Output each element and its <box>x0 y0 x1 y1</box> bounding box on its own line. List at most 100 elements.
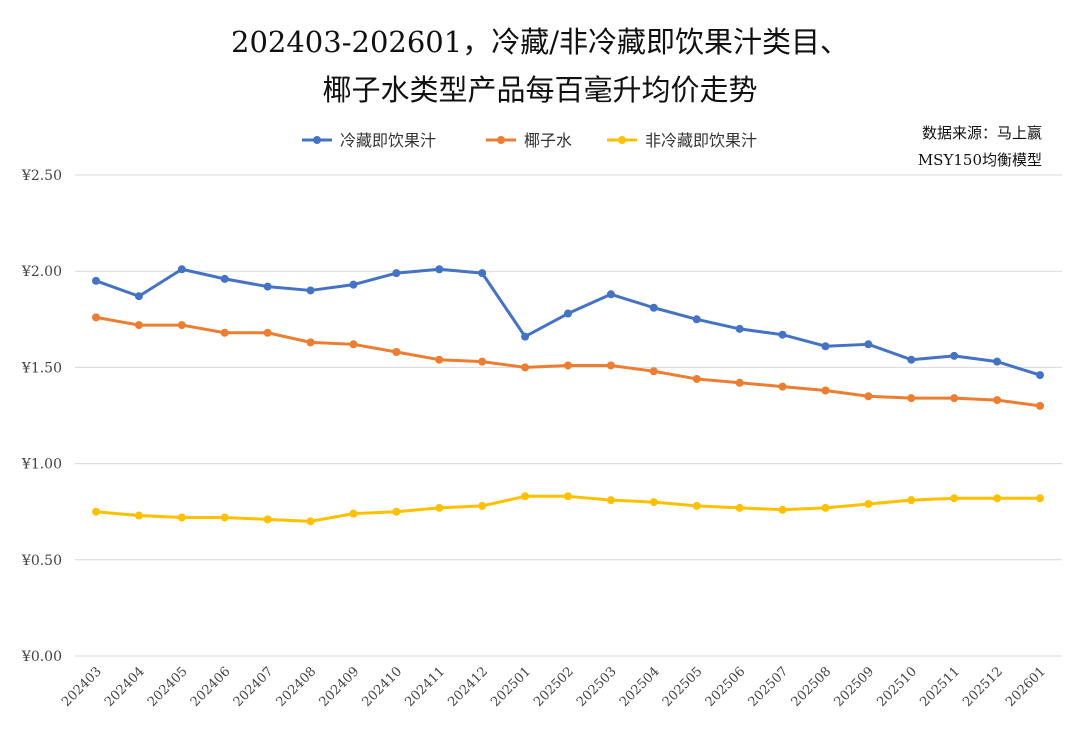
data-point <box>778 382 787 391</box>
data-point <box>1036 401 1044 410</box>
data-point <box>735 378 744 387</box>
data-point <box>649 303 658 312</box>
x-tick-label: 202509 <box>831 664 877 710</box>
data-point <box>692 315 701 324</box>
data-point <box>649 498 658 507</box>
data-point <box>1036 371 1044 380</box>
data-point <box>778 330 787 339</box>
y-tick-label: ¥1.50 <box>21 360 62 376</box>
data-point <box>392 507 401 516</box>
data-point <box>606 290 615 299</box>
x-tick-label: 202411 <box>402 664 448 710</box>
data-point <box>778 505 787 514</box>
x-tick-label: 202511 <box>917 664 963 710</box>
data-point <box>306 338 315 347</box>
x-tick-label: 202405 <box>145 664 191 710</box>
data-point <box>907 496 916 505</box>
x-tick-label: 202502 <box>531 664 577 710</box>
data-point <box>263 282 272 291</box>
data-point <box>177 321 186 330</box>
data-point <box>392 269 401 278</box>
data-point <box>134 321 143 330</box>
data-point <box>606 361 615 370</box>
data-point <box>349 280 358 289</box>
data-point <box>349 340 358 349</box>
data-point <box>263 515 272 524</box>
data-point <box>435 355 444 364</box>
x-tick-label: 202601 <box>1003 664 1049 710</box>
data-point <box>521 332 530 341</box>
data-point <box>92 276 100 285</box>
y-tick-label: ¥0.00 <box>21 649 62 665</box>
data-point <box>735 324 744 333</box>
data-point <box>478 269 487 278</box>
data-point <box>349 509 358 518</box>
x-tick-label: 202504 <box>617 664 663 710</box>
x-tick-label: 202503 <box>574 664 620 710</box>
data-point <box>993 396 1002 405</box>
data-point <box>821 503 830 512</box>
title-line-1: 202403-202601，冷藏/非冷藏即饮果汁类目、 <box>231 25 849 59</box>
data-point <box>649 367 658 376</box>
data-point <box>306 517 315 526</box>
y-tick-label: ¥0.50 <box>21 553 62 569</box>
x-tick-label: 202408 <box>274 664 320 710</box>
legend-label: 椰子水 <box>524 131 572 150</box>
legend-label: 冷藏即饮果汁 <box>340 131 436 150</box>
data-point <box>864 500 873 509</box>
x-tick-label: 202501 <box>488 664 534 710</box>
x-tick-label: 202510 <box>874 664 920 710</box>
y-tick-label: ¥2.50 <box>21 168 62 184</box>
legend-marker <box>497 136 505 144</box>
chart-title: 202403-202601，冷藏/非冷藏即饮果汁类目、 椰子水类型产品每百毫升均… <box>0 18 1080 114</box>
source-note-line-1: 数据来源：马上赢 <box>921 124 1042 142</box>
data-point <box>177 265 186 274</box>
x-tick-label: 202505 <box>660 664 706 710</box>
data-point <box>692 374 701 383</box>
data-point <box>821 342 830 351</box>
source-note: 数据来源：马上赢 MSY150均衡模型 <box>918 120 1042 174</box>
x-tick-label: 202506 <box>703 664 749 710</box>
title-line-2: 椰子水类型产品每百毫升均价走势 <box>322 73 758 107</box>
data-point <box>134 292 143 301</box>
x-tick-label: 202407 <box>231 664 277 710</box>
x-tick-label: 202410 <box>359 664 405 710</box>
x-tick-label: 202512 <box>960 664 1006 710</box>
data-point <box>692 501 701 510</box>
data-point <box>564 492 572 501</box>
y-tick-label: ¥2.00 <box>21 264 62 280</box>
data-point <box>606 496 615 505</box>
data-point <box>478 501 487 510</box>
data-point <box>907 394 916 403</box>
data-point <box>564 361 572 370</box>
source-note-line-2: MSY150均衡模型 <box>917 151 1042 169</box>
legend-label: 非冷藏即饮果汁 <box>645 131 757 150</box>
data-point <box>821 386 830 395</box>
data-point <box>864 392 873 401</box>
data-point <box>92 313 100 322</box>
data-point <box>220 513 229 522</box>
data-point <box>950 351 959 360</box>
y-tick-label: ¥1.00 <box>21 457 62 473</box>
x-tick-label: 202403 <box>59 664 105 710</box>
data-point <box>134 511 143 520</box>
x-tick-label: 202406 <box>188 664 234 710</box>
series-line <box>95 267 1041 377</box>
data-point <box>864 340 873 349</box>
x-tick-label: 202412 <box>445 664 491 710</box>
data-point <box>478 357 487 366</box>
x-tick-label: 202404 <box>102 664 148 710</box>
x-tick-label: 202507 <box>746 664 792 710</box>
data-point <box>263 328 272 337</box>
x-tick-label: 202409 <box>317 664 363 710</box>
data-point <box>306 286 315 295</box>
data-point <box>92 507 100 516</box>
data-point <box>950 494 959 503</box>
data-point <box>950 394 959 403</box>
x-tick-label: 202508 <box>789 664 835 710</box>
data-point <box>435 265 444 274</box>
data-point <box>1036 494 1044 503</box>
data-point <box>907 355 916 364</box>
